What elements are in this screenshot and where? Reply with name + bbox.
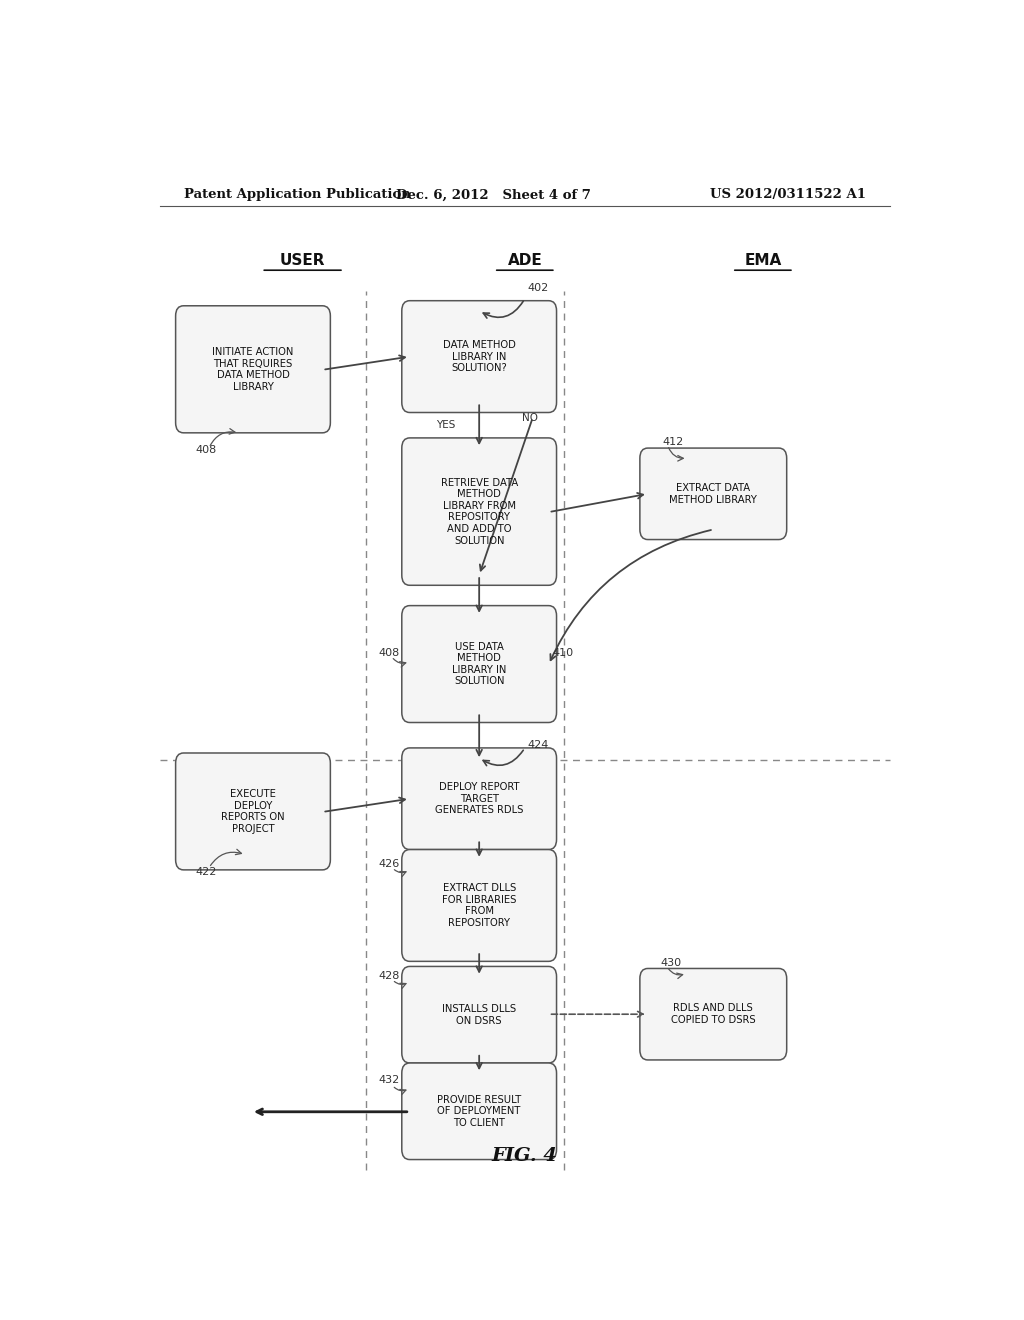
FancyBboxPatch shape [640, 447, 786, 540]
Text: RETRIEVE DATA
METHOD
LIBRARY FROM
REPOSITORY
AND ADD TO
SOLUTION: RETRIEVE DATA METHOD LIBRARY FROM REPOSI… [440, 478, 518, 545]
Text: Patent Application Publication: Patent Application Publication [183, 189, 411, 202]
Text: Dec. 6, 2012   Sheet 4 of 7: Dec. 6, 2012 Sheet 4 of 7 [395, 189, 591, 202]
FancyBboxPatch shape [401, 966, 556, 1063]
Text: PROVIDE RESULT
OF DEPLOYMENT
TO CLIENT: PROVIDE RESULT OF DEPLOYMENT TO CLIENT [437, 1094, 521, 1127]
Text: FIG. 4: FIG. 4 [492, 1147, 558, 1164]
FancyBboxPatch shape [401, 606, 556, 722]
Text: 410: 410 [553, 648, 573, 659]
FancyBboxPatch shape [401, 748, 556, 850]
Text: EXTRACT DLLS
FOR LIBRARIES
FROM
REPOSITORY: EXTRACT DLLS FOR LIBRARIES FROM REPOSITO… [442, 883, 516, 928]
Text: US 2012/0311522 A1: US 2012/0311522 A1 [710, 189, 866, 202]
FancyBboxPatch shape [401, 850, 556, 961]
Text: 424: 424 [527, 741, 549, 750]
Text: 432: 432 [378, 1076, 399, 1085]
Text: DEPLOY REPORT
TARGET
GENERATES RDLS: DEPLOY REPORT TARGET GENERATES RDLS [435, 783, 523, 816]
Text: 408: 408 [196, 445, 217, 455]
Text: NO: NO [522, 413, 539, 422]
Text: EXECUTE
DEPLOY
REPORTS ON
PROJECT: EXECUTE DEPLOY REPORTS ON PROJECT [221, 789, 285, 834]
Text: RDLS AND DLLS
COPIED TO DSRS: RDLS AND DLLS COPIED TO DSRS [671, 1003, 756, 1026]
Text: INSTALLS DLLS
ON DSRS: INSTALLS DLLS ON DSRS [442, 1005, 516, 1026]
Text: YES: YES [436, 420, 455, 430]
FancyBboxPatch shape [176, 306, 331, 433]
FancyBboxPatch shape [176, 752, 331, 870]
Text: INITIATE ACTION
THAT REQUIRES
DATA METHOD
LIBRARY: INITIATE ACTION THAT REQUIRES DATA METHO… [212, 347, 294, 392]
Text: 430: 430 [660, 958, 682, 969]
Text: 426: 426 [378, 859, 399, 869]
Text: 422: 422 [196, 867, 217, 876]
Text: 428: 428 [378, 970, 399, 981]
FancyBboxPatch shape [401, 1063, 556, 1159]
Text: EMA: EMA [744, 252, 781, 268]
Text: 402: 402 [527, 282, 549, 293]
Text: ADE: ADE [508, 252, 542, 268]
FancyBboxPatch shape [401, 301, 556, 412]
Text: DATA METHOD
LIBRARY IN
SOLUTION?: DATA METHOD LIBRARY IN SOLUTION? [442, 341, 516, 374]
FancyBboxPatch shape [401, 438, 556, 585]
Text: 408: 408 [378, 648, 399, 659]
Text: EXTRACT DATA
METHOD LIBRARY: EXTRACT DATA METHOD LIBRARY [670, 483, 757, 504]
Text: USER: USER [280, 252, 326, 268]
Text: USE DATA
METHOD
LIBRARY IN
SOLUTION: USE DATA METHOD LIBRARY IN SOLUTION [452, 642, 506, 686]
FancyBboxPatch shape [640, 969, 786, 1060]
Text: 412: 412 [663, 437, 683, 447]
